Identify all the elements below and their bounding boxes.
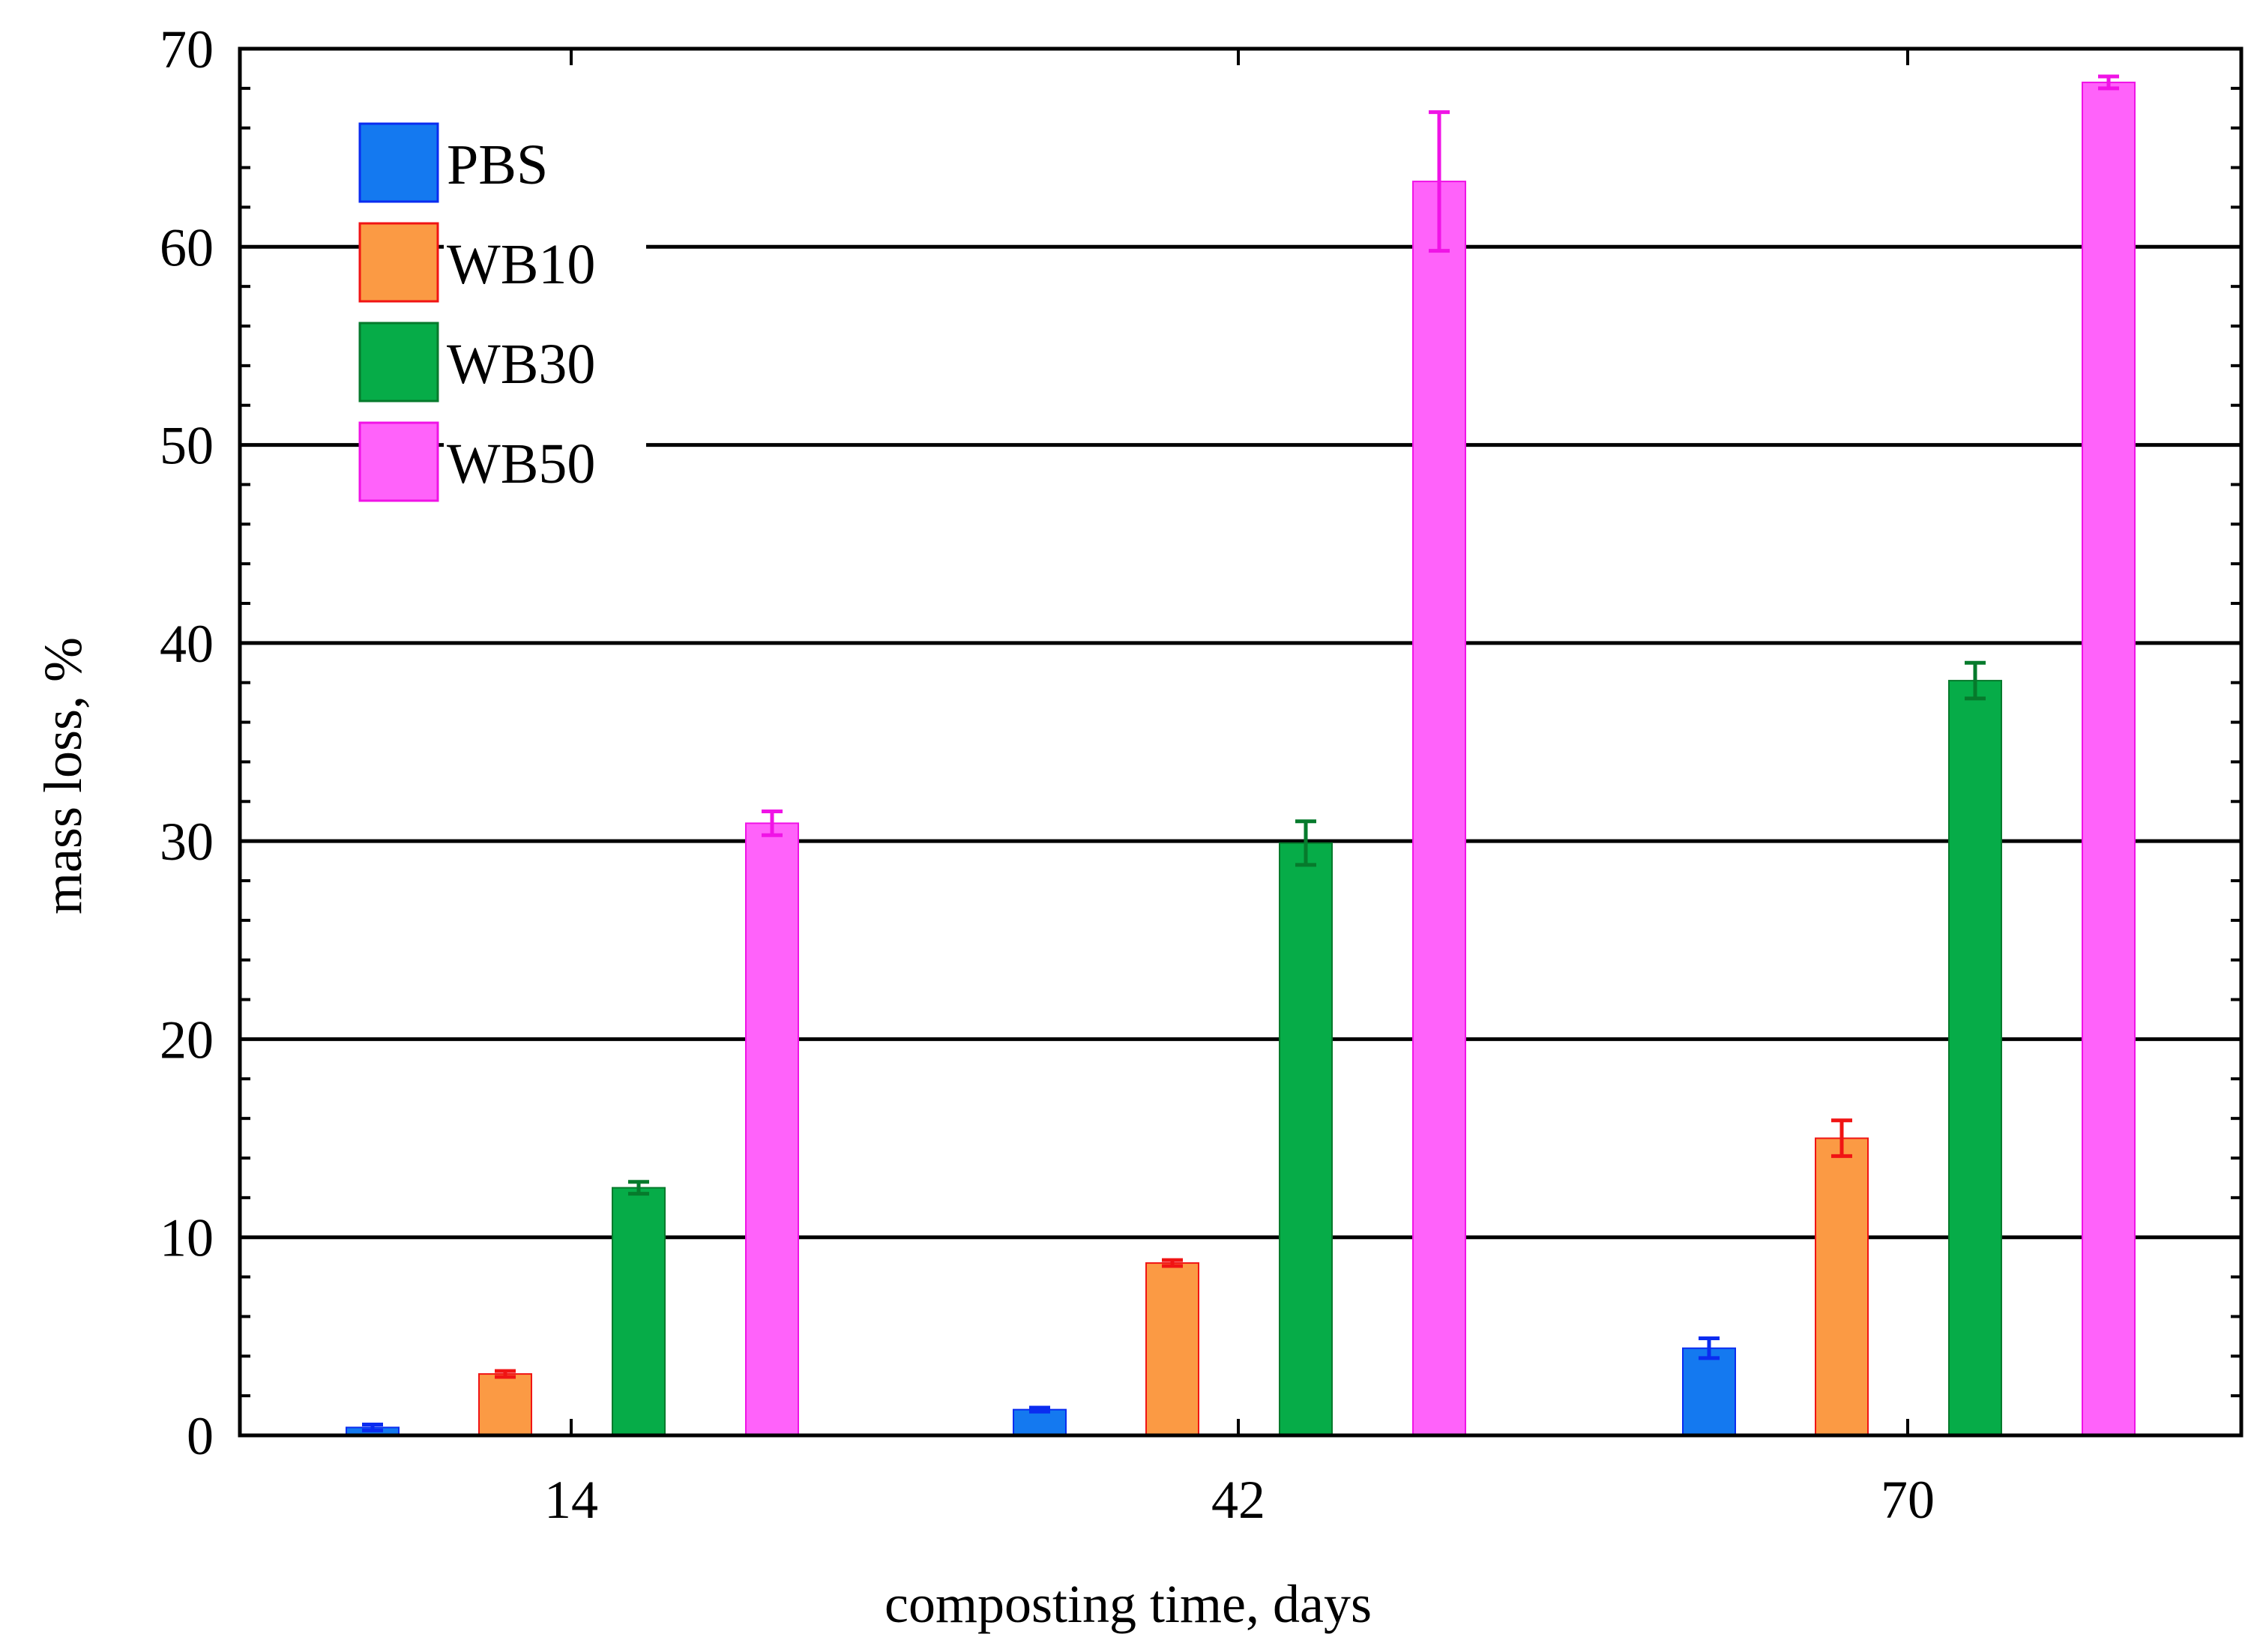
legend-label-bg xyxy=(444,429,646,496)
bar-wb30-42 xyxy=(1279,842,1333,1437)
bars xyxy=(346,74,2136,1437)
x-axis-title: composting time, days xyxy=(885,1574,1372,1634)
legend-label-pbs: PBS xyxy=(447,133,548,196)
error-bar-wb10-14 xyxy=(495,1369,516,1379)
bar-wb30-70 xyxy=(1948,680,2002,1436)
y-tick-label-70: 70 xyxy=(160,19,214,79)
axes: 0 10 20 30 40 50 60 70 14 42 70 xyxy=(160,19,2244,1530)
error-bar-wb30-70 xyxy=(1965,660,1986,701)
legend-label-wb10: WB10 xyxy=(447,233,595,296)
legend-label-bg xyxy=(444,130,646,197)
legend: PBS WB10 WB30 WB50 xyxy=(358,122,646,502)
error-bar-wb50-70 xyxy=(2098,74,2119,91)
error-bar-wb50-14 xyxy=(762,810,783,837)
error-bar-wb30-42 xyxy=(1295,819,1316,867)
legend-swatch-wb50 xyxy=(358,421,439,502)
y-tick-label-20: 20 xyxy=(160,1010,214,1070)
legend-label-bg xyxy=(444,229,646,297)
bar-pbs-42 xyxy=(1013,1408,1067,1436)
legend-swatch-wb10 xyxy=(358,222,439,303)
y-axis-title: mass loss, % xyxy=(33,637,93,914)
y-tick-label-50: 50 xyxy=(160,416,214,476)
bar-wb30-14 xyxy=(612,1187,666,1436)
y-tick-label-30: 30 xyxy=(160,812,214,872)
plot-frame xyxy=(238,46,2244,1438)
error-bar-pbs-14 xyxy=(362,1422,383,1432)
y-tick-label-10: 10 xyxy=(160,1208,214,1268)
error-bar-wb10-42 xyxy=(1162,1258,1183,1268)
bar-wb10-70 xyxy=(1815,1137,1869,1436)
bar-wb50-42 xyxy=(1412,181,1466,1437)
error-bar-pbs-42 xyxy=(1029,1405,1050,1414)
x-tick-label-42: 42 xyxy=(1211,1470,1265,1530)
bar-wb10-42 xyxy=(1145,1262,1199,1436)
bar-wb10-14 xyxy=(478,1373,532,1436)
y-tick-label-60: 60 xyxy=(160,217,214,277)
legend-swatch-wb30 xyxy=(358,322,439,403)
error-bar-wb10-70 xyxy=(1831,1118,1852,1158)
legend-label-bg xyxy=(444,329,646,397)
x-tick-label-70: 70 xyxy=(1881,1470,1935,1530)
bar-wb50-70 xyxy=(2082,81,2136,1436)
legend-label-wb50: WB50 xyxy=(447,432,595,495)
legend-label-wb30: WB30 xyxy=(447,333,595,396)
y-tick-label-0: 0 xyxy=(187,1406,214,1466)
y-tick-label-40: 40 xyxy=(160,614,214,674)
error-bar-wb50-42 xyxy=(1429,110,1450,253)
x-tick-label-14: 14 xyxy=(544,1470,598,1530)
error-bar-pbs-70 xyxy=(1699,1336,1720,1360)
bar-wb50-14 xyxy=(745,822,799,1437)
error-bar-wb30-14 xyxy=(628,1180,649,1196)
bar-pbs-70 xyxy=(1682,1347,1736,1436)
legend-swatch-pbs xyxy=(358,122,439,203)
